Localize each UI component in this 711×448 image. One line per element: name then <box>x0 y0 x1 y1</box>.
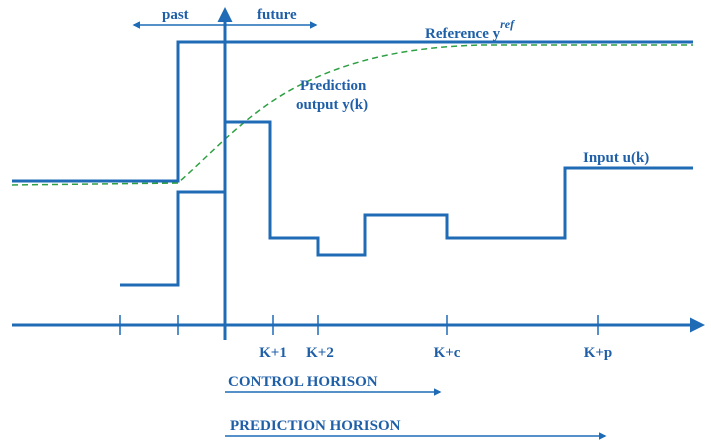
reference-text: Reference y <box>425 26 501 42</box>
prediction-horizon-label: PREDICTION HORISON <box>230 418 401 434</box>
future-label: future <box>257 7 297 23</box>
reference-sup: ref <box>500 17 515 31</box>
reference-label: Reference yref <box>425 17 515 42</box>
past-label: past <box>162 7 189 23</box>
prediction-curve <box>11 44 693 186</box>
prediction-label: output y(k) <box>296 97 368 113</box>
input-steps <box>120 120 693 287</box>
tick-label: K+2 <box>306 345 334 361</box>
axis-ticks <box>119 315 599 335</box>
tick-label: K+p <box>584 345 613 361</box>
reference-line <box>12 40 693 183</box>
input-label: Input u(k) <box>583 150 649 166</box>
prediction-label: Prediction <box>300 78 367 94</box>
control-horizon-label: CONTROL HORISON <box>228 374 378 390</box>
tick-label: K+1 <box>259 345 287 361</box>
tick-label: K+c <box>434 345 461 361</box>
